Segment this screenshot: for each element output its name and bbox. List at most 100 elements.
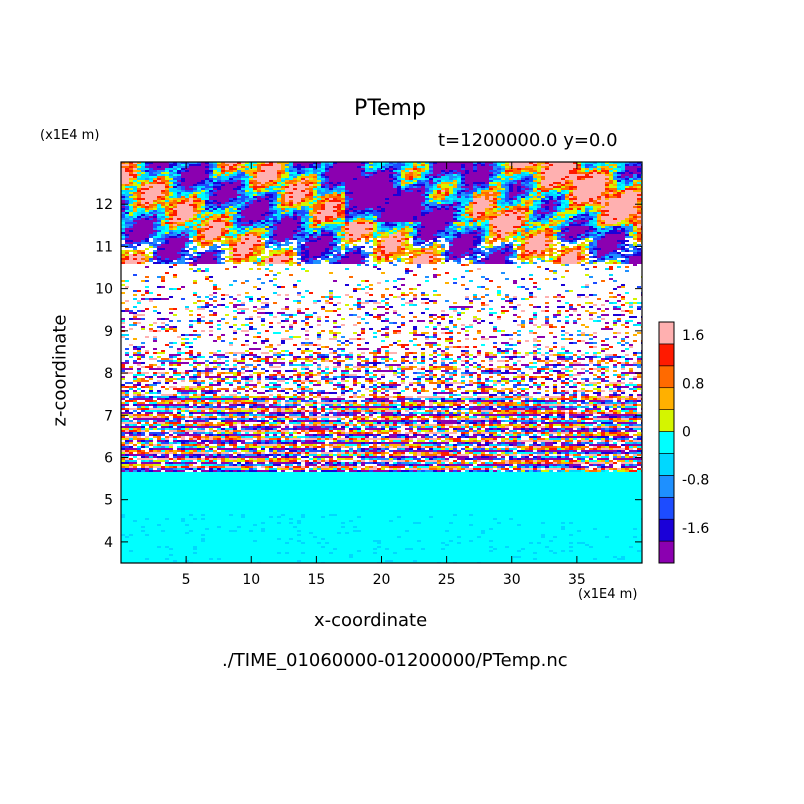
heatmap-cell: [401, 196, 405, 198]
source-filename: ./TIME_01060000-01200000/PTemp.nc: [222, 650, 568, 671]
heatmap-cell: [593, 190, 597, 192]
heatmap-cell: [205, 200, 209, 202]
heatmap-cell: [265, 214, 269, 216]
heatmap-cell: [393, 180, 397, 182]
heatmap-cell: [541, 174, 545, 176]
heatmap-cell: [437, 232, 441, 234]
heatmap-cell: [197, 186, 201, 188]
heatmap-cell: [289, 174, 293, 176]
heatmap-cell: [213, 232, 217, 234]
heatmap-cell: [213, 226, 217, 228]
heatmap-cell: [305, 228, 309, 230]
heatmap-cell: [549, 170, 553, 172]
heatmap-cell: [129, 232, 133, 234]
heatmap-cell: [441, 218, 445, 220]
heatmap-cell: [605, 200, 609, 202]
heatmap-cell: [277, 218, 281, 220]
heatmap-cell: [249, 220, 253, 222]
heatmap-cell: [461, 182, 465, 184]
heatmap-cell: [253, 218, 257, 220]
heatmap-cell: [241, 186, 245, 188]
heatmap-cell: [629, 176, 633, 178]
heatmap-cell: [577, 208, 581, 210]
heatmap-cell: [417, 192, 421, 194]
heatmap-cell: [461, 214, 465, 216]
heatmap-cell: [429, 162, 433, 164]
heatmap-cell: [289, 214, 293, 216]
heatmap-cell: [261, 174, 265, 176]
heatmap-cell: [573, 198, 577, 200]
heatmap-cell: [157, 172, 161, 174]
heatmap-cell: [413, 178, 417, 180]
heatmap-cell: [225, 224, 229, 226]
heatmap-cell: [625, 180, 629, 182]
heatmap-cell: [157, 232, 161, 234]
heatmap-cell: [517, 172, 521, 174]
heatmap-cell: [269, 190, 273, 192]
heatmap-cell: [385, 174, 389, 176]
heatmap-cell: [433, 208, 437, 210]
heatmap-cell: [417, 166, 421, 168]
heatmap-cell: [401, 182, 405, 184]
heatmap-cell: [569, 172, 573, 174]
heatmap-cell: [229, 228, 233, 230]
heatmap-cell: [309, 224, 313, 226]
heatmap-cell: [469, 162, 473, 164]
heatmap-cell: [545, 210, 549, 212]
heatmap-cell: [577, 222, 581, 224]
heatmap-cell: [393, 196, 397, 198]
heatmap-cell: [321, 184, 325, 186]
heatmap-cell: [569, 204, 573, 206]
heatmap-cell: [497, 212, 501, 214]
heatmap-cell: [401, 202, 405, 204]
heatmap-cell: [621, 176, 625, 178]
heatmap-cell: [329, 218, 333, 220]
heatmap-cell: [601, 178, 605, 180]
heatmap-cell: [153, 228, 157, 230]
heatmap-cell: [257, 232, 261, 234]
heatmap-cell: [193, 196, 197, 198]
heatmap-cell: [537, 176, 541, 178]
heatmap-cell: [569, 230, 573, 232]
heatmap-cell: [361, 166, 365, 168]
heatmap-cell: [389, 214, 393, 216]
heatmap-cell: [389, 198, 393, 200]
heatmap-cell: [629, 212, 633, 214]
heatmap-cell: [313, 232, 317, 234]
heatmap-cell: [225, 170, 229, 172]
heatmap-cell: [389, 216, 393, 218]
heatmap-cell: [277, 166, 281, 168]
heatmap-cell: [137, 174, 141, 176]
heatmap-cell: [425, 224, 429, 226]
heatmap-cell: [385, 176, 389, 178]
heatmap-cell: [377, 196, 381, 198]
heatmap-cell: [405, 196, 409, 198]
heatmap-cell: [313, 220, 317, 222]
heatmap-cell: [221, 208, 225, 210]
heatmap-cell: [569, 208, 573, 210]
heatmap-cell: [385, 178, 389, 180]
heatmap-cell: [213, 212, 217, 214]
heatmap-cell: [409, 194, 413, 196]
heatmap-cell: [129, 228, 133, 230]
heatmap-cell: [437, 178, 441, 180]
heatmap-cell: [357, 168, 361, 170]
heatmap-cell: [161, 168, 165, 170]
heatmap-cell: [477, 200, 481, 202]
heatmap-cell: [637, 192, 641, 194]
heatmap-cell: [217, 188, 221, 190]
heatmap-cell: [453, 192, 457, 194]
heatmap-cell: [413, 180, 417, 182]
heatmap-cell: [321, 234, 325, 236]
heatmap-cell: [149, 164, 153, 166]
heatmap-cell: [617, 188, 621, 190]
heatmap-cell: [469, 174, 473, 176]
heatmap-cell: [537, 186, 541, 188]
heatmap-cell: [149, 206, 153, 208]
heatmap-cell: [365, 236, 369, 238]
heatmap-cell: [589, 224, 593, 226]
heatmap-cell: [253, 230, 257, 232]
heatmap-cell: [621, 164, 625, 166]
heatmap-cell: [349, 224, 353, 226]
heatmap-cell: [629, 214, 633, 216]
